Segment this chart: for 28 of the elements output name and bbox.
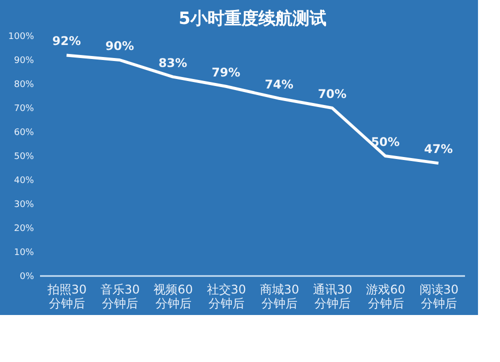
y-tick-label: 70% [14, 104, 34, 114]
data-label: 50% [370, 135, 400, 149]
chart-title: 5小时重度续航测试 [178, 9, 326, 29]
y-tick-label: 50% [14, 152, 34, 162]
data-label: 70% [318, 87, 347, 101]
y-tick-label: 80% [14, 80, 34, 90]
y-tick-label: 30% [14, 200, 34, 210]
x-tick-label: 拍照30 分钟后 [46, 282, 87, 310]
data-label: 74% [264, 77, 294, 92]
x-tick-label: 通讯30 分钟后 [313, 282, 352, 310]
data-label: 83% [158, 56, 188, 70]
y-tick-label: 100% [8, 32, 34, 42]
y-tick-label: 10% [14, 248, 34, 258]
y-tick-label: 0% [20, 272, 34, 282]
x-tick-label: 音乐30 分钟后 [100, 282, 140, 310]
x-tick-label: 游戏60 分钟后 [366, 282, 406, 310]
x-tick-label: 商城30 分钟后 [260, 282, 300, 310]
x-tick-label: 社交30 分钟后 [206, 282, 246, 310]
x-tick-label: 视频60 分钟后 [154, 282, 193, 310]
y-tick-label: 60% [14, 128, 34, 138]
data-label: 79% [212, 65, 240, 80]
y-tick-label: 90% [14, 56, 34, 66]
y-tick-label: 20% [14, 224, 34, 234]
data-label: 47% [424, 142, 453, 156]
data-label: 92% [52, 34, 81, 48]
data-label: 90% [105, 39, 134, 53]
y-tick-label: 40% [14, 176, 34, 186]
x-tick-label: 阅读30 分钟后 [419, 282, 459, 310]
